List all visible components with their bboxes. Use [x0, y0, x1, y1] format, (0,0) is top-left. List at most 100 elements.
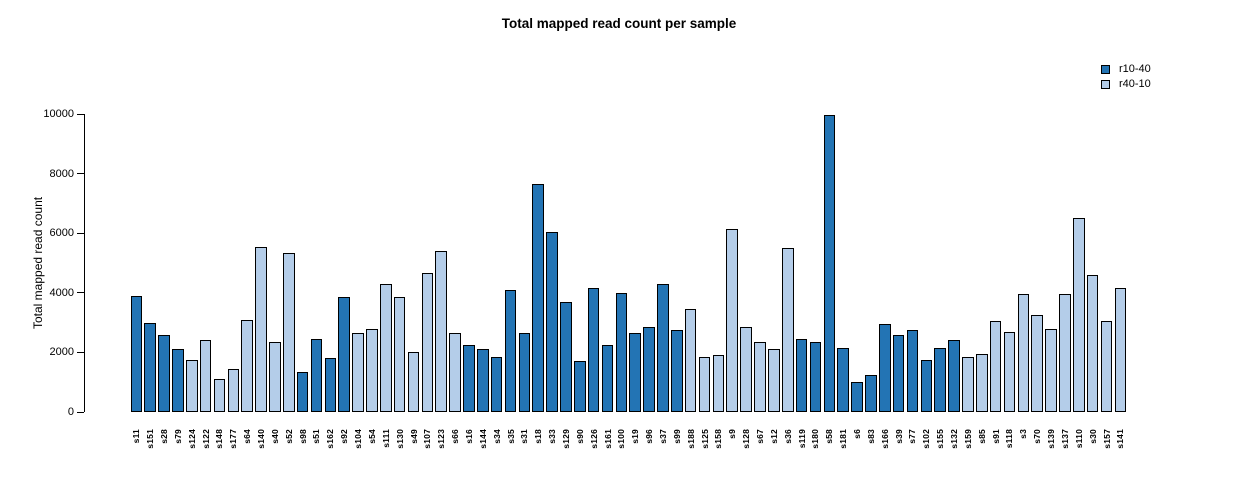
bar-s67: [754, 341, 766, 412]
x-tick-label-s34: s34: [491, 429, 502, 444]
x-tick-label-s51: s51: [311, 429, 322, 444]
bar-s139: [1045, 328, 1057, 412]
bar-s34: [490, 356, 503, 412]
y-tick-mark: [77, 232, 84, 234]
y-tick-label: 0: [67, 406, 74, 418]
x-tick-label-s54: s54: [366, 429, 377, 444]
x-tick-label-s3: s3: [1018, 429, 1029, 439]
x-tick-label-s90: s90: [574, 429, 585, 444]
bar-s18: [532, 184, 545, 412]
bar-s28: [158, 334, 170, 412]
bar-s83: [865, 374, 877, 412]
x-tick-label-s91: s91: [990, 429, 1001, 444]
x-tick-label-s52: s52: [283, 429, 294, 444]
bar-s158: [712, 355, 725, 412]
x-tick-label-s49: s49: [408, 429, 419, 444]
bar-s110: [1072, 218, 1085, 412]
bar-s181: [837, 347, 849, 412]
bar-s124: [185, 359, 198, 412]
x-tick-label-s157: s157: [1101, 429, 1112, 449]
legend-item-r10-40: r10-40: [1101, 62, 1151, 77]
x-tick-label-s144: s144: [477, 429, 488, 449]
bar-s157: [1100, 321, 1113, 412]
x-tick-label-s111: s111: [380, 429, 391, 448]
x-tick-label-s139: s139: [1046, 429, 1057, 449]
bar-s144: [477, 349, 489, 412]
bar-s104: [352, 333, 364, 412]
bar-s137: [1059, 294, 1071, 412]
y-tick-label: 8000: [49, 167, 74, 180]
bar-s91: [989, 321, 1002, 412]
bar-s129: [560, 301, 572, 412]
bar-s100: [615, 292, 628, 412]
x-tick-label-s104: s104: [353, 429, 364, 449]
bar-s12: [768, 349, 780, 412]
bar-s123: [435, 251, 447, 412]
bar-s125: [698, 356, 711, 412]
x-tick-label-s11: s11: [131, 429, 142, 444]
bar-s111: [379, 283, 392, 412]
legend-swatch-dark-blue: [1101, 65, 1110, 74]
x-tick-label-s98: s98: [297, 429, 308, 444]
bar-s54: [366, 328, 378, 412]
bar-s31: [518, 333, 531, 412]
x-tick-label-s58: s58: [824, 429, 835, 444]
x-tick-label-s36: s36: [782, 429, 793, 444]
y-tick-label: 10000: [43, 108, 74, 120]
x-tick-label-s100: s100: [616, 429, 627, 449]
bar-s3: [1017, 294, 1030, 412]
x-tick-label-s122: s122: [200, 429, 211, 449]
y-tick-mark: [77, 411, 84, 413]
x-tick-label-s126: s126: [588, 429, 599, 449]
x-tick-label-s158: s158: [713, 429, 724, 449]
bar-s126: [587, 288, 600, 412]
y-tick-mark: [77, 292, 84, 294]
bar-s107: [421, 273, 434, 412]
x-tick-label-s123: s123: [436, 429, 447, 449]
bar-s161: [601, 344, 614, 412]
x-tick-label-s129: s129: [560, 429, 571, 449]
legend-swatch-light-blue: [1101, 80, 1110, 89]
x-tick-label-s40: s40: [269, 429, 280, 444]
bar-s39: [892, 334, 905, 412]
x-tick-label-s181: s181: [838, 429, 849, 449]
bar-s92: [338, 297, 350, 412]
bar-s99: [671, 330, 683, 412]
bar-s66: [449, 333, 461, 412]
bar-s35: [504, 289, 517, 412]
y-tick-label: 2000: [49, 346, 74, 359]
bar-s130: [393, 297, 406, 412]
x-tick-label-s125: s125: [699, 429, 710, 449]
x-tick-label-s124: s124: [186, 429, 197, 449]
x-tick-label-s31: s31: [519, 429, 530, 444]
bar-s119: [795, 338, 808, 412]
bar-s98: [296, 371, 309, 412]
bar-s33: [546, 231, 558, 412]
x-tick-label-s107: s107: [422, 429, 433, 449]
legend-label-r40-10: r40-10: [1119, 78, 1151, 90]
x-tick-label-s66: s66: [450, 429, 461, 444]
x-tick-label-s35: s35: [505, 429, 516, 444]
x-tick-label-s162: s162: [325, 429, 336, 449]
x-tick-label-s102: s102: [921, 429, 932, 449]
x-tick-label-s96: s96: [644, 429, 655, 444]
y-tick-mark: [77, 113, 84, 115]
bar-s70: [1031, 315, 1043, 412]
x-tick-label-s67: s67: [755, 429, 765, 444]
x-tick-label-s39: s39: [893, 429, 904, 444]
bar-s132: [948, 340, 960, 412]
bar-s30: [1086, 274, 1099, 412]
y-axis-line: [83, 114, 85, 412]
x-tick-label-s132: s132: [949, 429, 960, 449]
bar-s102: [920, 359, 933, 412]
bar-s58: [823, 115, 836, 412]
bar-s180: [809, 341, 822, 412]
bar-s9: [726, 228, 739, 412]
x-tick-label-s83: s83: [865, 429, 876, 444]
bar-s52: [282, 252, 295, 412]
bar-s37: [657, 283, 669, 412]
x-tick-label-s137: s137: [1059, 429, 1070, 449]
legend-label-r10-40: r10-40: [1119, 63, 1151, 75]
